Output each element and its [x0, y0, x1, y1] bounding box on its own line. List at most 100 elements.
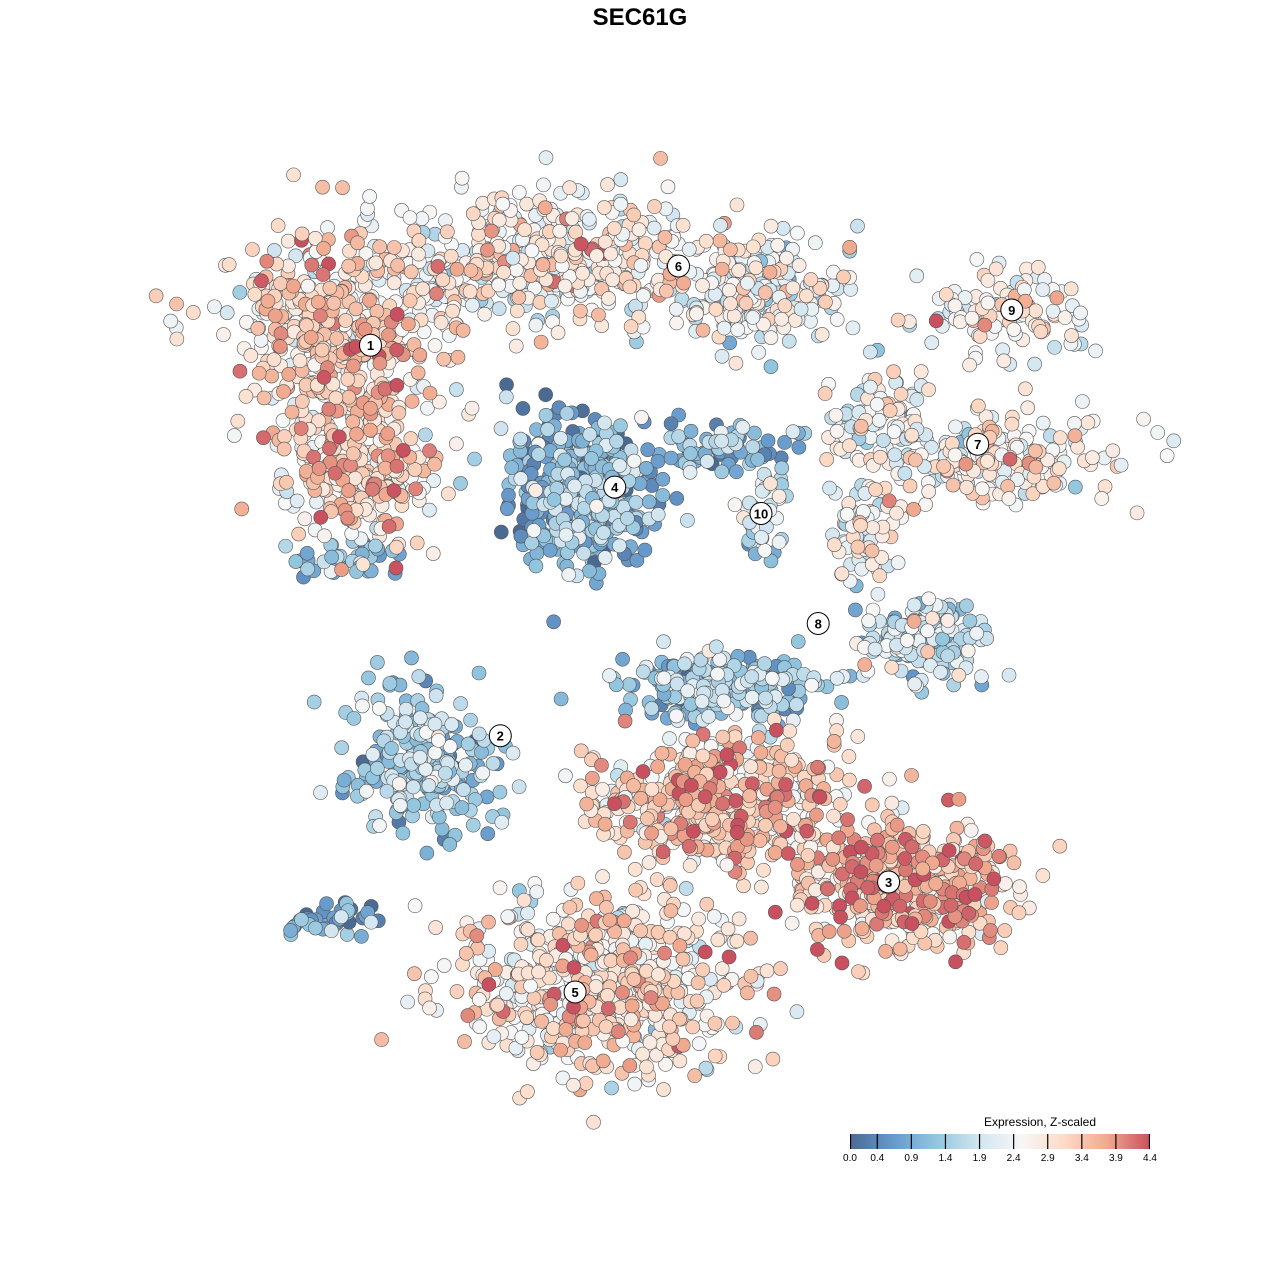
point [763, 330, 779, 345]
point [513, 528, 529, 544]
point [980, 273, 996, 288]
point [754, 879, 769, 895]
point [977, 317, 993, 333]
point [427, 338, 443, 353]
point [1067, 416, 1082, 431]
point [388, 560, 404, 576]
point [928, 313, 944, 329]
point [381, 327, 396, 343]
point [273, 276, 288, 291]
point [531, 964, 546, 980]
point [1011, 905, 1027, 921]
point [1001, 491, 1017, 506]
point [496, 265, 511, 280]
point [586, 1114, 601, 1130]
point [690, 975, 706, 991]
point [864, 543, 880, 559]
point [283, 923, 298, 938]
point [474, 744, 489, 760]
point [829, 670, 845, 686]
point [558, 768, 573, 784]
point [395, 825, 411, 841]
point [656, 670, 672, 686]
point [662, 1019, 677, 1035]
point [267, 308, 283, 324]
point [773, 819, 788, 834]
point [1047, 340, 1062, 355]
point [623, 1012, 639, 1027]
point [1136, 411, 1151, 427]
point [707, 1048, 723, 1064]
point [884, 660, 900, 675]
point [698, 233, 714, 249]
point [288, 248, 304, 264]
point [750, 452, 765, 467]
point [665, 1031, 681, 1047]
point [573, 236, 589, 252]
point [836, 269, 851, 285]
point [706, 909, 722, 924]
point [570, 875, 586, 891]
point [286, 167, 301, 183]
point [758, 818, 773, 833]
point [362, 292, 377, 308]
point [826, 734, 842, 749]
point [920, 644, 936, 660]
point [1052, 838, 1068, 854]
point [365, 747, 381, 762]
point [870, 586, 886, 602]
point [251, 365, 267, 381]
point [573, 743, 589, 759]
point [840, 812, 855, 827]
point [386, 240, 402, 255]
point [276, 384, 291, 399]
point [612, 538, 627, 554]
point [597, 234, 613, 250]
point [763, 218, 779, 234]
point [380, 426, 396, 441]
point [845, 320, 861, 336]
point [641, 494, 657, 510]
point [431, 809, 447, 825]
cluster-label-text: 5 [571, 985, 578, 1000]
point [234, 501, 249, 517]
point [460, 1008, 476, 1023]
point [583, 947, 599, 963]
point [607, 796, 622, 811]
point [791, 258, 807, 273]
point [868, 482, 883, 497]
point [311, 413, 326, 428]
point [504, 460, 520, 475]
point [409, 535, 425, 551]
point [622, 814, 638, 830]
point [835, 866, 850, 882]
point [221, 257, 237, 272]
point [924, 439, 939, 455]
point [663, 450, 679, 466]
point [513, 471, 529, 486]
point [742, 788, 757, 804]
point [185, 305, 201, 320]
point [678, 881, 694, 896]
point [656, 634, 671, 650]
point [564, 211, 580, 226]
point [428, 688, 444, 703]
point [681, 242, 697, 257]
point [546, 614, 561, 630]
point [683, 446, 698, 461]
point [609, 434, 624, 449]
point [790, 897, 805, 913]
point [635, 764, 651, 779]
point [906, 597, 922, 613]
point [871, 413, 887, 428]
point [951, 667, 967, 683]
point [513, 431, 528, 447]
point [730, 322, 746, 338]
point [853, 418, 869, 434]
point [935, 631, 950, 647]
point [436, 351, 452, 367]
point [594, 757, 609, 773]
point [851, 964, 866, 979]
point [508, 338, 524, 354]
point [595, 869, 610, 884]
